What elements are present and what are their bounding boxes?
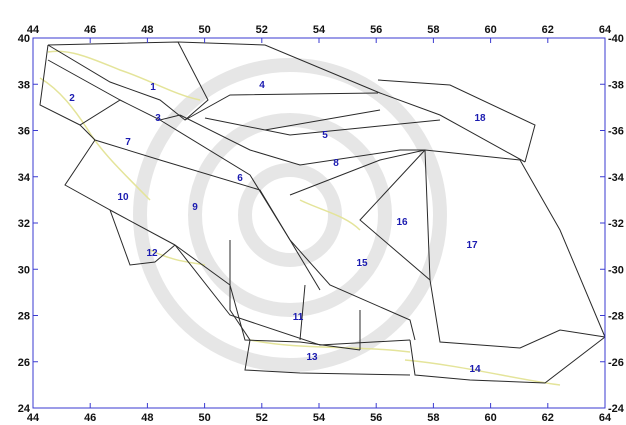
y-tick-label-left: 36 [18,126,30,138]
zone-boundary-line [109,209,176,246]
x-tick-label-bottom: 60 [484,412,496,424]
zone-label-16: 16 [396,217,408,228]
x-tick-label-top: 50 [198,24,210,36]
x-tick-label-bottom: 62 [542,412,554,424]
x-tick-label-top: 54 [313,24,326,36]
zone-boundaries [39,41,606,384]
zone-label-11: 11 [293,312,304,323]
axis-tick-labels: 4444464648485050525254545656585860606262… [18,24,625,424]
x-tick-label-top: 46 [84,24,96,36]
y-tick-label-right: -26 [608,357,624,369]
zone-boundary-line [424,149,606,349]
zone-label-5: 5 [322,130,328,141]
zone-boundary-line [377,79,536,163]
x-tick-label-bottom: 56 [370,412,382,424]
x-tick-label-bottom: 48 [141,412,153,424]
y-tick-label-right: -40 [608,33,624,45]
x-tick-label-bottom: 46 [84,412,96,424]
x-tick-label-top: 58 [427,24,439,36]
y-tick-label-left: 30 [18,264,30,276]
zone-label-18: 18 [474,113,486,124]
y-tick-label-left: 26 [18,357,30,369]
zone-label-3: 3 [155,113,161,124]
zone-label-15: 15 [356,258,368,269]
zone-boundary-line [299,284,306,341]
y-tick-label-right: -28 [608,311,624,323]
y-tick-label-right: -38 [608,79,624,91]
zone-boundary-line [264,109,381,131]
zone-boundary-line [289,149,426,196]
x-tick-label-bottom: 54 [313,412,326,424]
zone-boundary-line [519,159,606,338]
zone-boundary-line [289,239,321,291]
y-tick-label-left: 38 [18,79,30,91]
zone-label-4: 4 [259,80,265,91]
x-tick-label-bottom: 50 [198,412,210,424]
y-tick-label-left: 32 [18,218,30,230]
axis-ticks [32,37,606,409]
zone-label-7: 7 [125,137,131,148]
y-tick-label-left: 40 [18,33,30,45]
zone-label-9: 9 [192,202,198,213]
zone-label-13: 13 [306,352,318,363]
y-tick-label-right: -36 [608,126,624,138]
zone-label-12: 12 [146,248,158,259]
y-tick-label-right: -24 [608,403,625,415]
x-tick-label-bottom: 64 [599,412,612,424]
x-tick-label-top: 44 [27,24,40,36]
x-tick-label-top: 52 [256,24,268,36]
x-tick-label-bottom: 44 [27,412,40,424]
zone-boundary-line [229,240,411,376]
y-tick-label-right: -32 [608,218,624,230]
x-tick-label-bottom: 58 [427,412,439,424]
x-tick-label-top: 64 [599,24,612,36]
zone-boundary-line [64,139,361,351]
y-tick-label-right: -30 [608,264,624,276]
zone-label-2: 2 [69,93,75,104]
x-tick-label-top: 60 [484,24,496,36]
y-tick-label-right: -34 [608,172,625,184]
y-tick-label-left: 24 [18,403,31,415]
x-tick-label-bottom: 52 [256,412,268,424]
x-tick-label-top: 56 [370,24,382,36]
zone-boundary-line [177,41,526,163]
zone-boundary-line [409,336,606,384]
zone-boundary-line [179,114,521,166]
zone-label-8: 8 [333,158,339,169]
zone-label-1: 1 [150,82,156,93]
zone-label-14: 14 [469,364,481,375]
zone-boundary-line [184,92,379,121]
y-tick-label-left: 28 [18,311,30,323]
zone-boundary-line [359,149,431,281]
zone-boundary-line [204,117,441,136]
zone-boundary-line [159,119,291,241]
zone-label-17: 17 [466,240,478,251]
zone-label-10: 10 [117,192,129,203]
zone-label-6: 6 [237,173,243,184]
x-tick-label-top: 62 [542,24,554,36]
x-tick-label-top: 48 [141,24,153,36]
zone-boundary-line [174,244,411,346]
y-tick-label-left: 34 [18,172,31,184]
